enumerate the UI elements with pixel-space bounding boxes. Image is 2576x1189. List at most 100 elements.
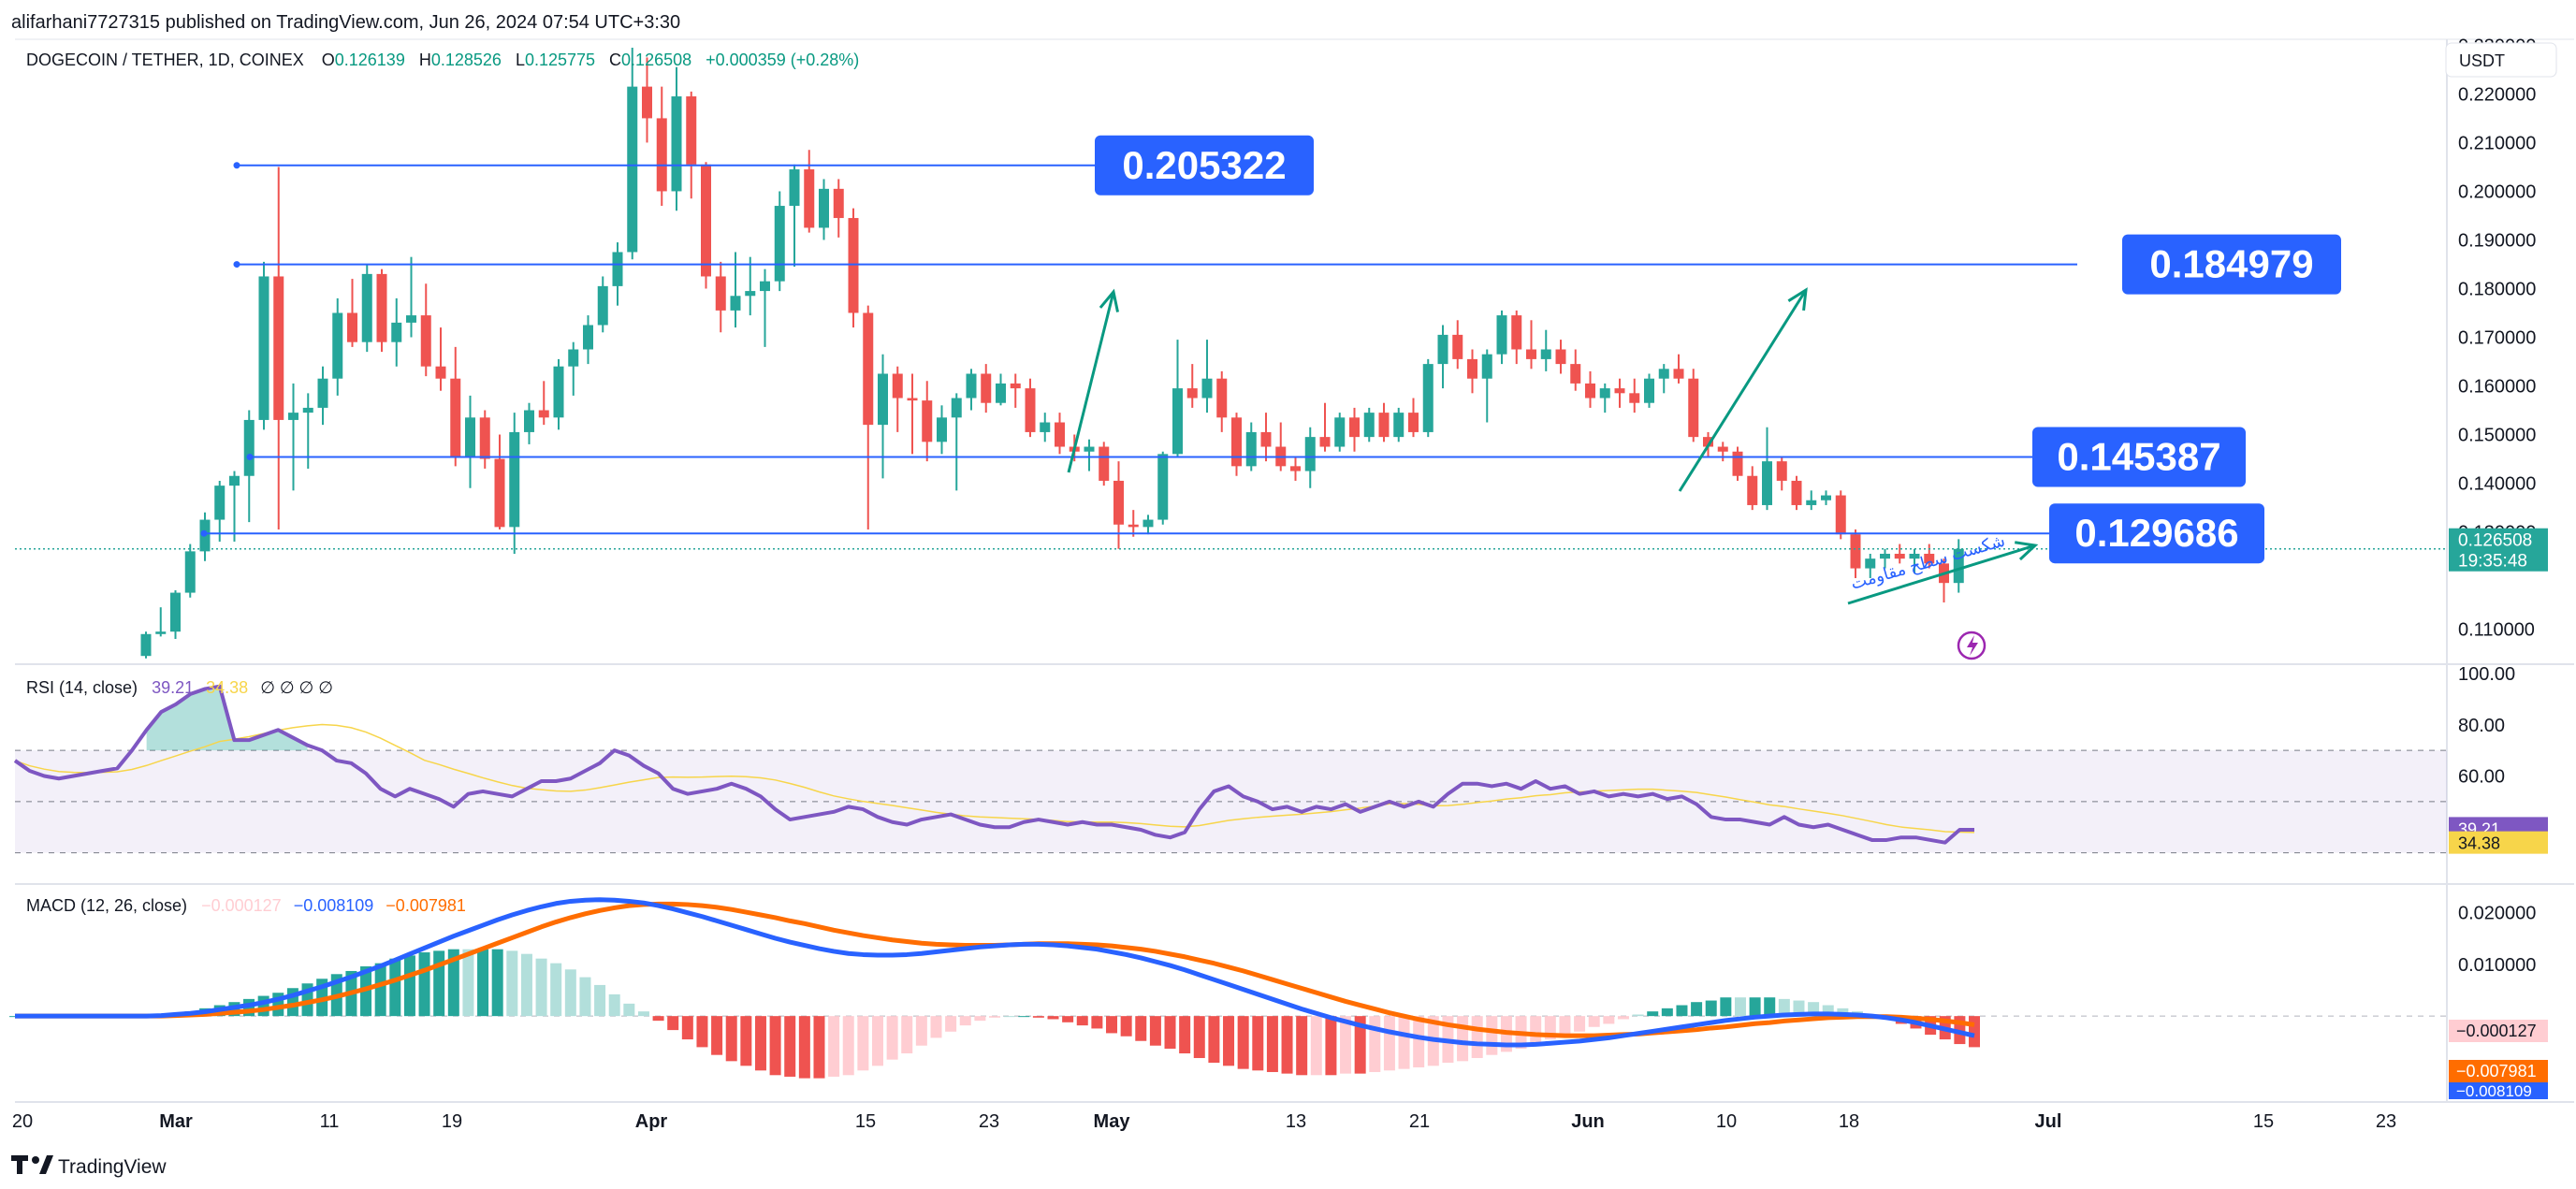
macd-histogram-bar bbox=[1310, 1016, 1322, 1076]
macd-histogram-bar bbox=[784, 1016, 796, 1077]
candle-body bbox=[1880, 553, 1890, 559]
candle-body bbox=[258, 276, 269, 420]
candle bbox=[1363, 407, 1375, 442]
candle-body bbox=[863, 312, 874, 426]
candle bbox=[715, 261, 726, 333]
price-tick-label: 0.140000 bbox=[2458, 474, 2536, 495]
candle bbox=[1673, 354, 1684, 384]
candle bbox=[627, 48, 638, 260]
candle bbox=[1201, 340, 1213, 413]
time-tick-label: Jun bbox=[1571, 1111, 1605, 1132]
time-tick-label: 15 bbox=[2253, 1111, 2274, 1132]
macd-histogram-bar bbox=[681, 1016, 693, 1040]
candle bbox=[553, 358, 564, 430]
candle bbox=[1880, 548, 1890, 569]
publisher-line: alifarhani7727315 published on TradingVi… bbox=[11, 12, 680, 33]
macd-histogram-bar bbox=[1354, 1016, 1366, 1074]
macd-histogram-bar bbox=[1398, 1016, 1410, 1069]
pane-frames bbox=[15, 38, 2574, 1103]
rsi-tick-label: 60.00 bbox=[2458, 767, 2505, 788]
high-value: 0.128526 bbox=[431, 51, 502, 69]
tradingview-logo[interactable]: TradingView bbox=[11, 1155, 167, 1178]
candle bbox=[1349, 407, 1360, 452]
time-tick-label: 15 bbox=[855, 1111, 876, 1132]
macd-histogram-bar bbox=[1135, 1016, 1147, 1041]
candle-body bbox=[1791, 480, 1802, 505]
open-label: O bbox=[322, 51, 335, 69]
candle bbox=[1437, 325, 1448, 389]
candle bbox=[1172, 340, 1183, 457]
currency-label: USDT bbox=[2459, 51, 2505, 70]
macd-histogram-bar bbox=[1471, 1016, 1483, 1059]
macd-legend-value: −0.008109 bbox=[294, 896, 374, 915]
candle-body bbox=[435, 366, 446, 379]
open-value: 0.126139 bbox=[335, 51, 405, 69]
macd-histogram-bar bbox=[915, 1016, 927, 1046]
candle bbox=[1157, 451, 1169, 525]
candle bbox=[701, 162, 711, 289]
candle-body bbox=[243, 419, 255, 476]
rsi-legend-value: 39.21 bbox=[152, 678, 194, 697]
candle-body bbox=[1231, 417, 1242, 467]
rsi-tick-label: 100.00 bbox=[2458, 664, 2515, 685]
candle bbox=[435, 327, 446, 391]
candle-body bbox=[1703, 437, 1713, 447]
candle bbox=[170, 589, 181, 639]
arrow-shaft bbox=[1067, 291, 1115, 473]
macd-histogram-bar bbox=[798, 1016, 810, 1079]
arrow-shaft bbox=[1847, 544, 2036, 605]
candle bbox=[494, 434, 505, 529]
high-label: H bbox=[419, 51, 431, 69]
candle-body bbox=[715, 276, 726, 311]
candle-body bbox=[730, 296, 741, 311]
candle bbox=[1452, 320, 1463, 370]
candle-body bbox=[1806, 500, 1817, 505]
candle-body bbox=[1201, 378, 1213, 399]
macd-histogram-bar bbox=[1281, 1016, 1293, 1074]
candle-body bbox=[524, 410, 534, 432]
macd-histogram-bar bbox=[1734, 997, 1746, 1017]
candle bbox=[273, 167, 284, 529]
candle-body bbox=[878, 373, 888, 426]
candle bbox=[288, 383, 298, 491]
macd-histogram-bar bbox=[491, 949, 503, 1017]
candle bbox=[1585, 370, 1595, 408]
price-tick-label: 0.220000 bbox=[2458, 84, 2536, 105]
candle-body bbox=[1040, 422, 1051, 432]
price-tick-label: 0.180000 bbox=[2458, 279, 2536, 299]
candle-body bbox=[1393, 413, 1404, 438]
macd-hist-value: −0.000127 bbox=[2456, 1022, 2537, 1040]
alert-lightning-icon[interactable] bbox=[1957, 631, 1987, 660]
candle-body bbox=[361, 273, 372, 342]
candle bbox=[1186, 364, 1198, 408]
level-anchor bbox=[233, 261, 240, 268]
level-label-text: 0.129686 bbox=[2074, 511, 2238, 555]
macd-histogram-bar bbox=[1193, 1016, 1205, 1059]
candle bbox=[1260, 413, 1272, 462]
candle bbox=[1290, 456, 1301, 481]
macd-histogram-bar bbox=[842, 1016, 854, 1076]
candle bbox=[1010, 373, 1021, 408]
candle-body bbox=[1481, 354, 1492, 379]
time-axis[interactable]: 20 Mar 11 19 Apr 15 23 May 13 21 Jun 10 18 Jul 15 23 bbox=[12, 1111, 2396, 1132]
candle-body bbox=[686, 96, 697, 165]
candle-body bbox=[1142, 519, 1154, 528]
candle bbox=[1142, 515, 1154, 535]
macd-histogram-bar bbox=[1691, 1002, 1703, 1017]
candle bbox=[229, 471, 240, 542]
candle-body bbox=[745, 291, 756, 297]
macd-histogram-bar bbox=[667, 1016, 679, 1031]
candle-body bbox=[1629, 393, 1640, 403]
candle bbox=[155, 607, 167, 637]
candle-body bbox=[1717, 446, 1728, 452]
currency-button[interactable] bbox=[2445, 42, 2557, 78]
macd-histogram-bar bbox=[1018, 1016, 1030, 1018]
macd-histogram-bar bbox=[828, 1016, 840, 1077]
macd-pane bbox=[9, 897, 2447, 1079]
current-price-tag bbox=[2449, 528, 2548, 572]
macd-histogram-bar bbox=[1149, 1016, 1161, 1046]
candle bbox=[996, 373, 1006, 406]
rsi-title: RSI (14, close) bbox=[26, 678, 138, 697]
macd-histogram-bar bbox=[1325, 1016, 1337, 1076]
